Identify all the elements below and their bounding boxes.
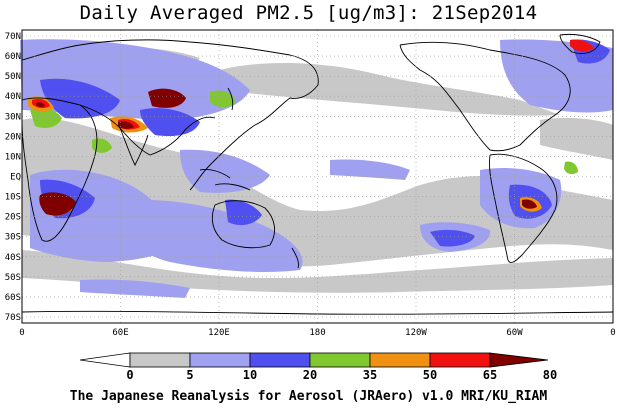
colorbar-min-arrow — [79, 352, 131, 368]
colorbar-swatch — [189, 352, 251, 368]
colorbar-max-arrow — [489, 352, 549, 368]
lon-tick-label: 120W — [405, 328, 427, 338]
lon-tick-label: 120E — [208, 328, 230, 338]
lat-tick-label: 70N — [5, 32, 21, 42]
lon-tick-label: 60W — [506, 328, 523, 338]
concentration-field-blue — [40, 39, 610, 247]
colorbar-tick-label: 0 — [126, 368, 133, 382]
map-plot-area — [20, 29, 614, 324]
lat-tick-label: 60N — [5, 52, 21, 62]
colorbar-tick-label: 35 — [363, 368, 377, 382]
lat-tick-label: 20N — [5, 132, 21, 142]
latitude-axis: 70N 60N 50N 40N 30N 20N 10N EQ 10S 20S 30S 40S 50S 60… — [5, 32, 21, 323]
lat-tick-label: 40N — [5, 92, 21, 102]
colorbar-tick-label: 20 — [303, 368, 317, 382]
graticule — [22, 30, 613, 323]
colorbar-tick-label: 65 — [483, 368, 497, 382]
map-title: Daily Averaged PM2.5 [ug/m3]: 21Sep2014 — [79, 2, 538, 24]
attribution-footer: The Japanese Reanalysis for Aerosol (JRA… — [69, 389, 548, 404]
colorbar-swatch — [249, 352, 311, 368]
lat-tick-label: 30N — [5, 112, 21, 122]
concentration-field-green — [30, 90, 578, 175]
lat-tick-label: EQ — [10, 173, 21, 183]
coastlines — [21, 33, 614, 315]
lat-tick-label: 10S — [5, 193, 21, 203]
lat-tick-label: 30S — [5, 233, 21, 243]
lat-tick-label: 40S — [5, 253, 21, 263]
lat-tick-label: 50N — [5, 72, 21, 82]
colorbar-swatch — [129, 352, 191, 368]
lat-tick-label: 70S — [5, 313, 21, 323]
colorbar-tick-label: 50 — [423, 368, 437, 382]
colorbar-tick-label: 5 — [186, 368, 193, 382]
lon-tick-label: 180 — [309, 328, 325, 338]
lon-tick-label: 0 — [19, 328, 24, 338]
colorbar-swatch — [369, 352, 431, 368]
longitude-axis: 0 60E 120E 180 120W 60W 0 — [19, 328, 615, 338]
lat-tick-label: 60S — [5, 293, 21, 303]
colorbar-swatch — [429, 352, 491, 368]
lat-tick-label: 20S — [5, 213, 21, 223]
color-scale: 0 5 10 20 35 50 65 80 — [79, 352, 557, 382]
colorbar-tick-label: 80 — [543, 368, 557, 382]
colorbar-swatch — [309, 352, 371, 368]
colorbar-tick-label: 10 — [243, 368, 257, 382]
concentration-field-darkred — [36, 88, 537, 216]
lon-tick-label: 60E — [112, 328, 128, 338]
lon-tick-label: 0 — [610, 328, 615, 338]
lat-tick-label: 10N — [5, 152, 21, 162]
lat-tick-label: 50S — [5, 273, 21, 283]
